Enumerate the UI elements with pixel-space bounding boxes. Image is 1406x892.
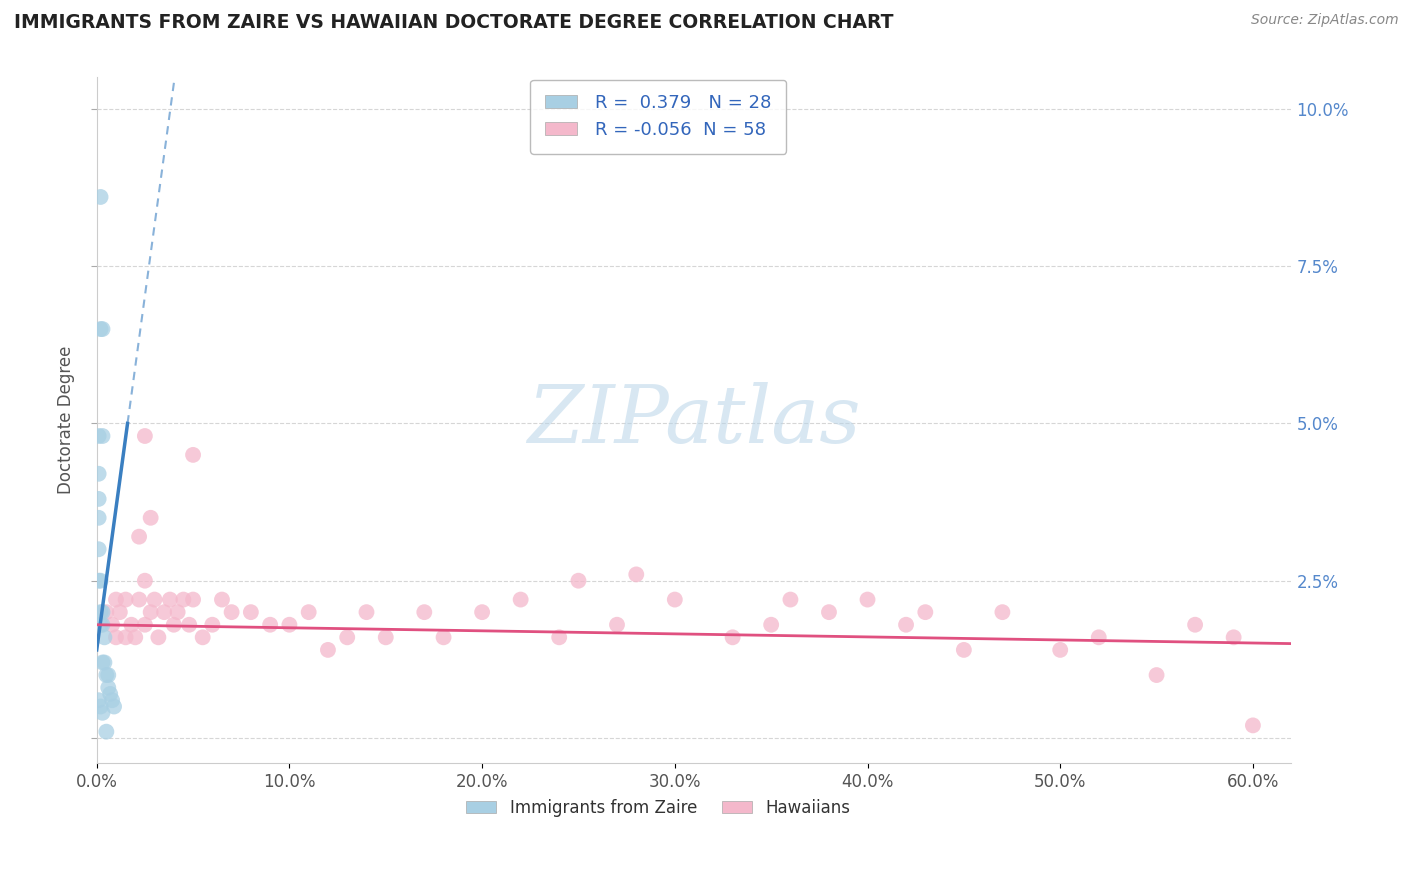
- Point: [172, 592, 194, 607]
- Point: [97, 668, 120, 682]
- Point: [166, 605, 188, 619]
- Point: [90, 699, 112, 714]
- Point: [356, 605, 378, 619]
- Y-axis label: Doctorate Degree: Doctorate Degree: [58, 346, 75, 494]
- Point: [103, 699, 125, 714]
- Point: [134, 429, 156, 443]
- Point: [1222, 630, 1244, 644]
- Point: [104, 630, 127, 644]
- Point: [134, 617, 156, 632]
- Point: [991, 605, 1014, 619]
- Point: [90, 617, 112, 632]
- Point: [239, 605, 262, 619]
- Point: [914, 605, 936, 619]
- Point: [90, 322, 112, 336]
- Text: ZIPatlas: ZIPatlas: [527, 382, 860, 459]
- Point: [96, 668, 118, 682]
- Point: [114, 630, 136, 644]
- Point: [101, 693, 124, 707]
- Point: [211, 592, 233, 607]
- Point: [101, 617, 124, 632]
- Point: [108, 605, 131, 619]
- Point: [181, 448, 204, 462]
- Point: [759, 617, 782, 632]
- Point: [96, 605, 118, 619]
- Point: [93, 630, 115, 644]
- Point: [104, 592, 127, 607]
- Point: [567, 574, 589, 588]
- Text: Source: ZipAtlas.com: Source: ZipAtlas.com: [1251, 13, 1399, 28]
- Point: [148, 630, 170, 644]
- Point: [316, 643, 339, 657]
- Point: [221, 605, 243, 619]
- Point: [153, 605, 176, 619]
- Point: [1184, 617, 1206, 632]
- Point: [90, 190, 112, 204]
- Point: [259, 617, 281, 632]
- Point: [606, 617, 628, 632]
- Point: [87, 429, 110, 443]
- Point: [856, 592, 879, 607]
- Point: [91, 617, 114, 632]
- Point: [179, 617, 201, 632]
- Point: [509, 592, 531, 607]
- Point: [124, 630, 146, 644]
- Point: [159, 592, 181, 607]
- Point: [87, 542, 110, 557]
- Point: [626, 567, 648, 582]
- Point: [139, 605, 162, 619]
- Point: [87, 510, 110, 524]
- Point: [87, 574, 110, 588]
- Point: [894, 617, 917, 632]
- Point: [471, 605, 494, 619]
- Point: [97, 681, 120, 695]
- Point: [134, 574, 156, 588]
- Point: [139, 510, 162, 524]
- Point: [163, 617, 186, 632]
- Point: [336, 630, 359, 644]
- Point: [432, 630, 454, 644]
- Point: [91, 322, 114, 336]
- Point: [90, 574, 112, 588]
- Point: [120, 617, 142, 632]
- Point: [278, 617, 301, 632]
- Point: [721, 630, 744, 644]
- Point: [298, 605, 321, 619]
- Point: [143, 592, 166, 607]
- Point: [181, 592, 204, 607]
- Point: [548, 630, 571, 644]
- Point: [1049, 643, 1071, 657]
- Point: [1241, 718, 1264, 732]
- Point: [664, 592, 686, 607]
- Point: [191, 630, 214, 644]
- Point: [96, 724, 118, 739]
- Point: [413, 605, 436, 619]
- Point: [98, 687, 121, 701]
- Point: [779, 592, 801, 607]
- Point: [1087, 630, 1109, 644]
- Point: [114, 592, 136, 607]
- Point: [90, 605, 112, 619]
- Point: [374, 630, 396, 644]
- Point: [1146, 668, 1168, 682]
- Point: [91, 605, 114, 619]
- Point: [128, 530, 150, 544]
- Point: [87, 491, 110, 506]
- Point: [91, 656, 114, 670]
- Point: [91, 429, 114, 443]
- Point: [128, 592, 150, 607]
- Legend: Immigrants from Zaire, Hawaiians: Immigrants from Zaire, Hawaiians: [460, 792, 856, 823]
- Text: IMMIGRANTS FROM ZAIRE VS HAWAIIAN DOCTORATE DEGREE CORRELATION CHART: IMMIGRANTS FROM ZAIRE VS HAWAIIAN DOCTOR…: [14, 13, 894, 32]
- Point: [953, 643, 976, 657]
- Point: [87, 467, 110, 481]
- Point: [818, 605, 841, 619]
- Point: [87, 693, 110, 707]
- Point: [93, 656, 115, 670]
- Point: [201, 617, 224, 632]
- Point: [91, 706, 114, 720]
